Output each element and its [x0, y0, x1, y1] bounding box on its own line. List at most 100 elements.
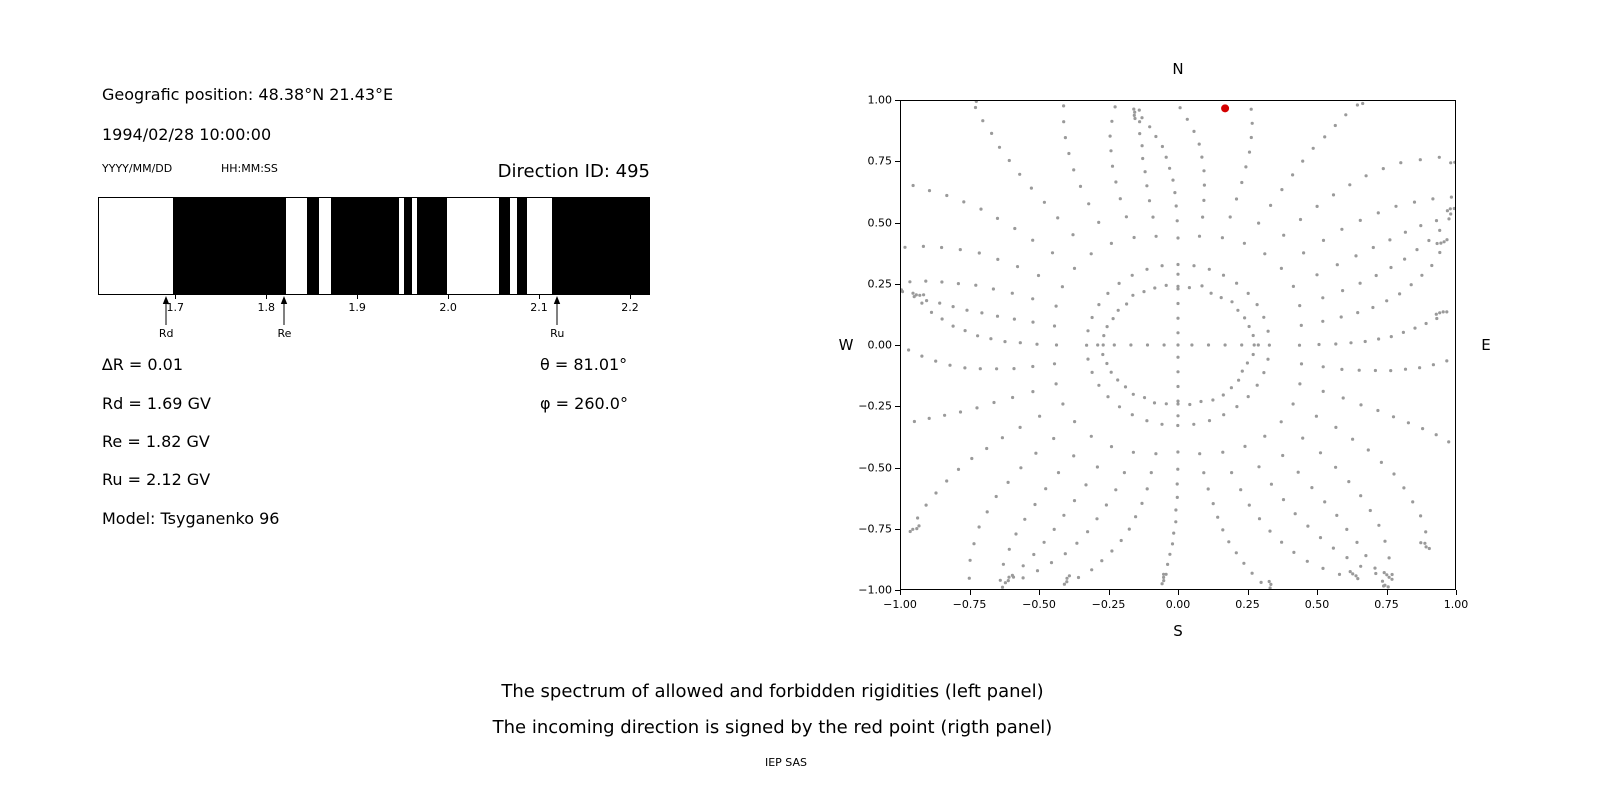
- direction-dot: [1257, 221, 1261, 225]
- direction-dot: [1000, 436, 1004, 440]
- x-tick-label: 2.2: [621, 301, 639, 314]
- direction-dot: [1348, 183, 1352, 187]
- direction-dot: [1292, 550, 1296, 554]
- caption-line-2: The incoming direction is signed by the …: [492, 717, 1053, 738]
- direction-dot: [995, 314, 1000, 318]
- direction-dot: [1038, 414, 1042, 418]
- direction-dot: [1315, 273, 1319, 277]
- direction-dot: [1097, 220, 1101, 224]
- direction-dot: [1357, 368, 1361, 372]
- direction-dot: [1419, 514, 1423, 518]
- direction-dot: [911, 527, 915, 531]
- direction-dot: [1447, 440, 1451, 444]
- direction-dot: [1106, 291, 1110, 295]
- direction-dot: [985, 510, 989, 514]
- direction-dot: [1250, 571, 1254, 575]
- direction-dot: [945, 479, 949, 483]
- y-tick-label: 0.25: [867, 277, 893, 291]
- direction-dot: [1012, 317, 1016, 321]
- credit-label: IEP SAS: [764, 756, 808, 769]
- direction-dot: [1321, 389, 1325, 393]
- direction-dot: [1176, 414, 1180, 418]
- rigidity-spectrum-plot: [98, 197, 650, 295]
- x-tick-label: 0.25: [1235, 598, 1260, 611]
- direction-dot: [1323, 500, 1327, 504]
- direction-dot: [1279, 266, 1283, 270]
- time-format-label: HH:MM:SS: [221, 162, 278, 175]
- direction-dot: [1431, 363, 1435, 367]
- direction-dot: [1221, 273, 1226, 277]
- direction-dot: [1042, 200, 1046, 204]
- direction-dot: [1341, 289, 1345, 293]
- forbidden-band: [499, 198, 511, 294]
- direction-dot: [1145, 184, 1149, 188]
- direction-dot: [1023, 517, 1027, 521]
- direction-dot: [1377, 523, 1381, 527]
- direction-dot: [1424, 530, 1428, 534]
- x-tick-label: 2.0: [439, 301, 457, 314]
- direction-dot: [1235, 405, 1239, 409]
- direction-dot: [1097, 303, 1101, 307]
- direction-dot: [1251, 352, 1255, 357]
- x-tick-label: 1.00: [1443, 598, 1469, 611]
- direction-dot: [1035, 569, 1040, 573]
- direction-dot: [1174, 508, 1178, 512]
- direction-dot: [1114, 180, 1118, 184]
- axis-tick: [895, 528, 900, 530]
- x-tick-label: 2.1: [530, 301, 548, 314]
- direction-dot: [1176, 287, 1180, 291]
- direction-dot: [1206, 487, 1210, 491]
- direction-dot: [1266, 357, 1270, 361]
- ru-value: Ru = 2.12 GV: [102, 470, 211, 489]
- direction-dot: [1072, 266, 1077, 270]
- axis-tick: [1247, 590, 1249, 595]
- direction-dot: [1044, 487, 1048, 491]
- direction-dot: [1349, 341, 1353, 345]
- direction-dot: [1366, 448, 1370, 452]
- direction-dot: [1266, 329, 1270, 333]
- direction-dot: [1031, 238, 1035, 242]
- direction-dot: [1168, 552, 1172, 556]
- direction-dot: [1421, 427, 1425, 431]
- direction-dot: [1118, 197, 1122, 201]
- direction-dot: [1109, 370, 1113, 374]
- direction-dot: [1202, 183, 1206, 187]
- x-tick-label: 1.9: [348, 301, 366, 314]
- direction-dot: [1200, 155, 1204, 159]
- direction-dot: [1335, 263, 1339, 267]
- axis-tick: [969, 590, 971, 595]
- direction-dot: [1086, 530, 1090, 534]
- direction-dot: [1389, 369, 1393, 373]
- y-tick-label: 0.50: [867, 216, 893, 229]
- direction-dot: [1449, 195, 1453, 199]
- geographic-position-label: Geografic position: 48.38°N 21.43°E: [102, 85, 394, 104]
- direction-dot: [1176, 355, 1180, 359]
- axis-tick: [895, 590, 900, 591]
- direction-dot: [1359, 403, 1363, 407]
- direction-dot: [1255, 303, 1259, 307]
- cutoff-marker-arrow: [552, 296, 562, 329]
- direction-dot: [972, 542, 976, 546]
- direction-dot: [1361, 101, 1365, 106]
- direction-dot: [1190, 343, 1194, 347]
- direction-dot: [1127, 527, 1131, 531]
- direction-dot: [1452, 206, 1456, 211]
- direction-dot: [1412, 200, 1417, 204]
- direction-dot: [1176, 402, 1180, 406]
- direction-dot: [1145, 487, 1149, 491]
- direction-dot: [1345, 556, 1349, 560]
- direction-dot: [938, 301, 942, 305]
- direction-dot: [974, 283, 978, 287]
- direction-dot: [1116, 308, 1120, 312]
- direction-dot: [1202, 169, 1206, 173]
- direction-dot: [915, 527, 919, 531]
- direction-dot: [1090, 568, 1094, 572]
- re-value: Re = 1.82 GV: [102, 432, 210, 451]
- direction-dot: [1110, 164, 1115, 168]
- direction-dot: [1119, 538, 1123, 543]
- direction-dot: [1373, 368, 1377, 373]
- direction-dot: [1240, 180, 1244, 185]
- direction-dot: [1130, 413, 1134, 417]
- direction-dot: [1364, 554, 1368, 558]
- direction-dot: [1031, 364, 1035, 369]
